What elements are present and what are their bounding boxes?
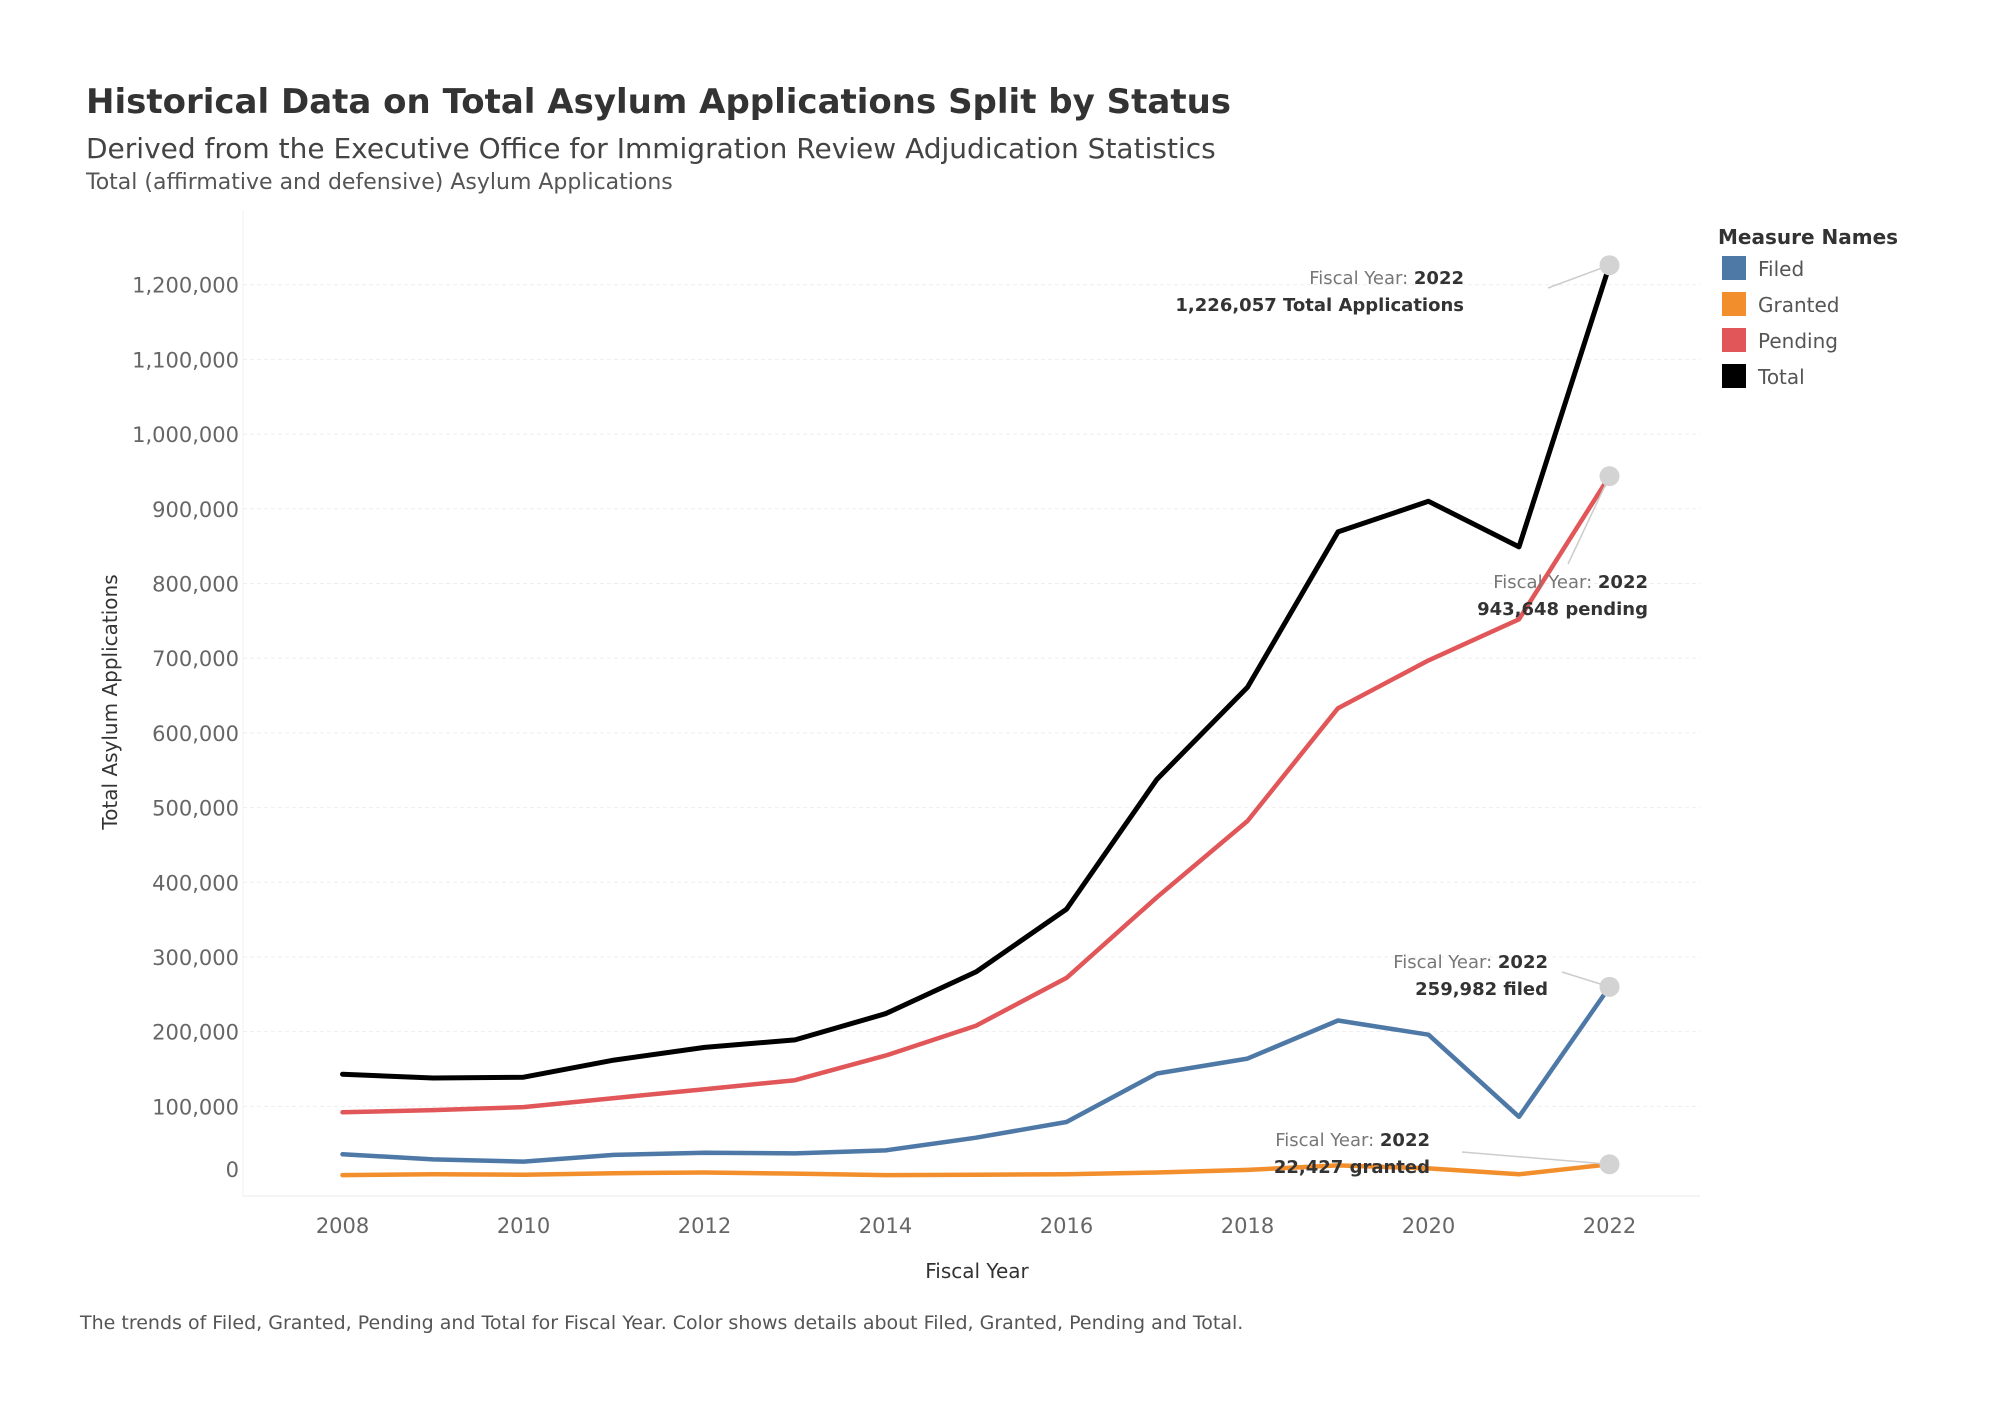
series-line-filed [340,984,1612,1164]
y-tick-label: 0 [226,1158,239,1182]
legend-label-pending[interactable]: Pending [1758,329,1838,353]
chart-caption: The trends of Filed, Granted, Pending an… [80,1312,1244,1334]
axes: 0 100,000 200,000 300,000 400,000 500,000 600,… [98,210,1700,1283]
y-tick-label: 1,100,000 [132,348,239,372]
y-tick-label: 1,200,000 [132,274,239,298]
x-tick-label: 2022 [1583,1214,1636,1238]
y-tick-label: 1,000,000 [132,423,239,447]
y-tick-label: 800,000 [152,572,239,596]
legend-label-filed[interactable]: Filed [1758,257,1804,281]
legend-swatch-total[interactable] [1722,364,1746,388]
x-tick-label: 2010 [497,1214,550,1238]
highlight-point-filed[interactable] [1599,976,1620,997]
series-line-granted [340,1162,1612,1178]
highlight-point-pending[interactable] [1599,466,1620,487]
grid-lines [243,284,1700,1107]
annotation-value: 943,648 pending [1477,599,1648,620]
legend-label-granted[interactable]: Granted [1758,293,1840,317]
x-tick-label: 2008 [316,1214,369,1238]
legend-label-total[interactable]: Total [1757,365,1805,389]
annotations: Fiscal Year: 2022 1,226,057 Total Applica… [1175,255,1648,1178]
annotation-value: 1,226,057 Total Applications [1175,295,1464,316]
y-axis-title: Total Asylum Applications [98,574,122,830]
y-tick-label: 600,000 [152,722,239,746]
x-tick-label: 2016 [1040,1214,1093,1238]
legend-swatch-granted[interactable] [1722,292,1746,316]
annotation-leader [1567,475,1611,565]
y-tick-label: 500,000 [152,797,239,821]
x-axis-title: Fiscal Year [925,1259,1029,1283]
legend-swatch-pending[interactable] [1722,328,1746,352]
highlight-point-total[interactable] [1599,255,1620,276]
x-tick-label: 2012 [678,1214,731,1238]
annotation-value: 259,982 filed [1415,979,1548,1000]
annotation-value: 22,427 granted [1274,1157,1430,1178]
y-tick-label: 900,000 [152,498,239,522]
y-tick-label: 200,000 [152,1021,239,1045]
legend-title: Measure Names [1718,225,1898,249]
annotation-year: Fiscal Year: 2022 [1493,572,1648,593]
y-tick-label: 400,000 [152,871,239,895]
x-tick-label: 2018 [1221,1214,1274,1238]
chart-subtitle-secondary: Total (affirmative and defensive) Asylum… [86,170,673,195]
highlight-point-granted[interactable] [1599,1154,1620,1175]
x-tick-label: 2020 [1402,1214,1455,1238]
annotation-leader [1461,1151,1610,1166]
annotation-year: Fiscal Year: 2022 [1309,268,1464,289]
series-lines [340,262,1612,1178]
y-tick-label: 300,000 [152,946,239,970]
series-line-total [340,262,1612,1081]
legend-swatch-filed[interactable] [1722,256,1746,280]
series-line-pending [340,473,1612,1115]
x-tick-label: 2014 [859,1214,912,1238]
legend[interactable]: Measure Names Filed Granted Pending Total [1718,225,1898,389]
y-tick-label: 100,000 [152,1095,239,1119]
annotation-year: Fiscal Year: 2022 [1275,1130,1430,1151]
annotation-year: Fiscal Year: 2022 [1393,952,1548,973]
y-tick-label: 700,000 [152,647,239,671]
chart-title: Historical Data on Total Asylum Applicat… [86,82,1232,122]
annotation-leader [1547,264,1610,289]
chart-subtitle: Derived from the Executive Office for Im… [86,132,1216,165]
